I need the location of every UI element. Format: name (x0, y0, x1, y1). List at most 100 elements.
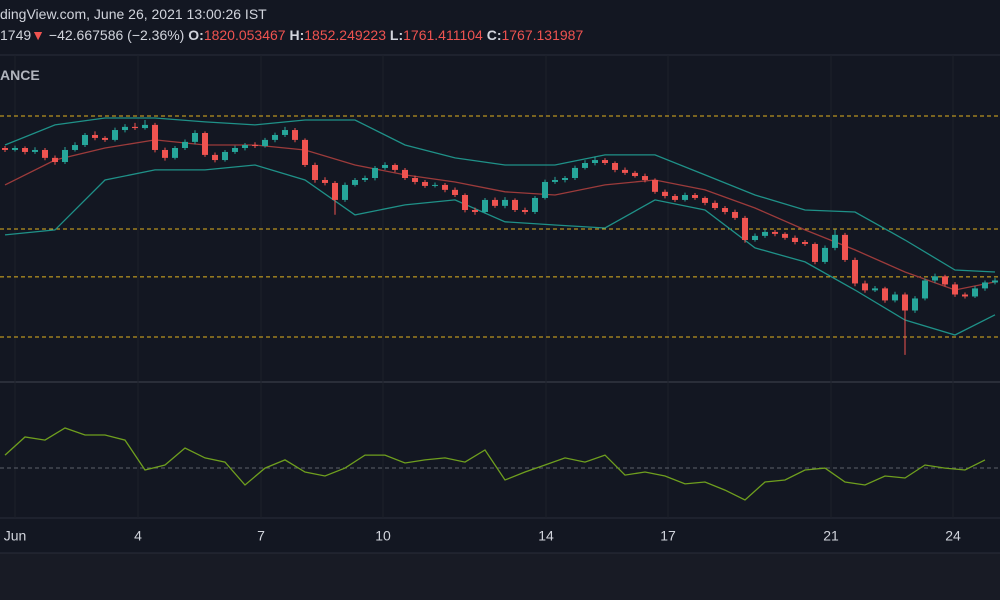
candle-body (652, 179, 658, 192)
ohlc-label: O: (188, 27, 204, 43)
header-line-1: dingView.com, June 26, 2021 13:00:26 IST (0, 6, 267, 22)
candle-body (852, 259, 858, 284)
candle-body (872, 288, 878, 291)
ohlc-value: 1761.411104 (403, 27, 483, 43)
candle-body (322, 179, 328, 183)
candle-body (602, 160, 608, 164)
candle-body (52, 157, 58, 163)
candle-body (992, 280, 998, 283)
candle-body (112, 130, 118, 140)
candle-body (712, 202, 718, 209)
candle-body (422, 181, 428, 186)
candle-body (502, 199, 508, 206)
ohlc-label: C: (486, 27, 502, 43)
candle-body (92, 134, 98, 138)
candle-body (822, 247, 828, 262)
candle-body (842, 234, 848, 260)
candle-body (952, 284, 958, 295)
candle-body (622, 169, 628, 173)
candle-body (182, 141, 188, 148)
price: 1749 (0, 27, 32, 43)
candle-body (942, 276, 948, 285)
candle-body (472, 209, 478, 212)
candle-body (512, 199, 518, 210)
candle-body (442, 184, 448, 190)
candle-body (632, 172, 638, 177)
candle-body (902, 294, 908, 311)
x-tick-label: 24 (945, 528, 961, 544)
candle-body (932, 276, 938, 281)
candle-body (192, 132, 198, 142)
candle-body (782, 233, 788, 238)
candle-body (722, 208, 728, 212)
candle-body (392, 164, 398, 170)
x-tick-label: 14 (538, 528, 554, 544)
candle-body (72, 145, 78, 150)
candle-body (762, 231, 768, 236)
candle-body (832, 234, 838, 248)
candle-body (382, 164, 388, 168)
candle-body (752, 235, 758, 241)
candle-body (352, 179, 358, 185)
candle-body (542, 181, 548, 198)
candle-body (152, 124, 158, 150)
x-tick-label: Jun (4, 528, 27, 544)
band-line (4, 139, 996, 291)
candle-body (142, 124, 148, 129)
ohlc-value: 1820.053467 (203, 27, 286, 43)
candle-body (672, 195, 678, 200)
candle-body (702, 197, 708, 203)
candle-body (812, 243, 818, 262)
candle-body (882, 288, 888, 301)
ohlc-value: 1852.249223 (304, 27, 387, 43)
ohlc-label: L: (389, 27, 404, 43)
candle-body (402, 169, 408, 179)
candle-body (292, 130, 298, 140)
candle-body (552, 179, 558, 182)
change: −42.667586 (−2.36%) (48, 27, 185, 43)
candle-body (372, 167, 378, 179)
header-line-2: 1749▼ −42.667586 (−2.36%) O:1820.053467 … (0, 27, 583, 43)
candle-body (532, 197, 538, 212)
candle-body (312, 164, 318, 180)
candle-body (792, 237, 798, 242)
candle-body (172, 147, 178, 158)
exchange: ANCE (0, 67, 40, 83)
band-line (4, 164, 996, 336)
candle-body (242, 145, 248, 148)
candle-body (662, 191, 668, 196)
candle-body (252, 145, 258, 147)
candle-body (922, 280, 928, 299)
candle-body (412, 178, 418, 182)
candle-body (692, 194, 698, 198)
candle-body (232, 147, 238, 152)
candle-body (592, 160, 598, 164)
candle-body (682, 194, 688, 200)
arrow: ▼ (31, 27, 46, 43)
candle-body (482, 199, 488, 212)
candle-body (202, 132, 208, 155)
candle-body (612, 163, 618, 170)
candle-body (122, 126, 128, 131)
candle-body (562, 178, 568, 180)
candle-body (102, 137, 108, 140)
candle-body (2, 147, 8, 150)
candle-body (972, 288, 978, 297)
candle-body (12, 147, 18, 150)
candle-body (342, 184, 348, 200)
x-tick-label: 17 (660, 528, 676, 544)
footer-band (0, 553, 1000, 600)
candle-body (82, 134, 88, 146)
candle-body (22, 147, 28, 152)
candle-body (302, 139, 308, 165)
x-tick-label: 21 (823, 528, 839, 544)
candle-body (162, 149, 168, 158)
candle-body (222, 151, 228, 161)
candle-body (802, 241, 808, 244)
candle-body (62, 149, 68, 163)
candle-body (862, 283, 868, 291)
candle-body (272, 134, 278, 140)
candle-body (32, 149, 38, 152)
candle-body (432, 184, 438, 186)
